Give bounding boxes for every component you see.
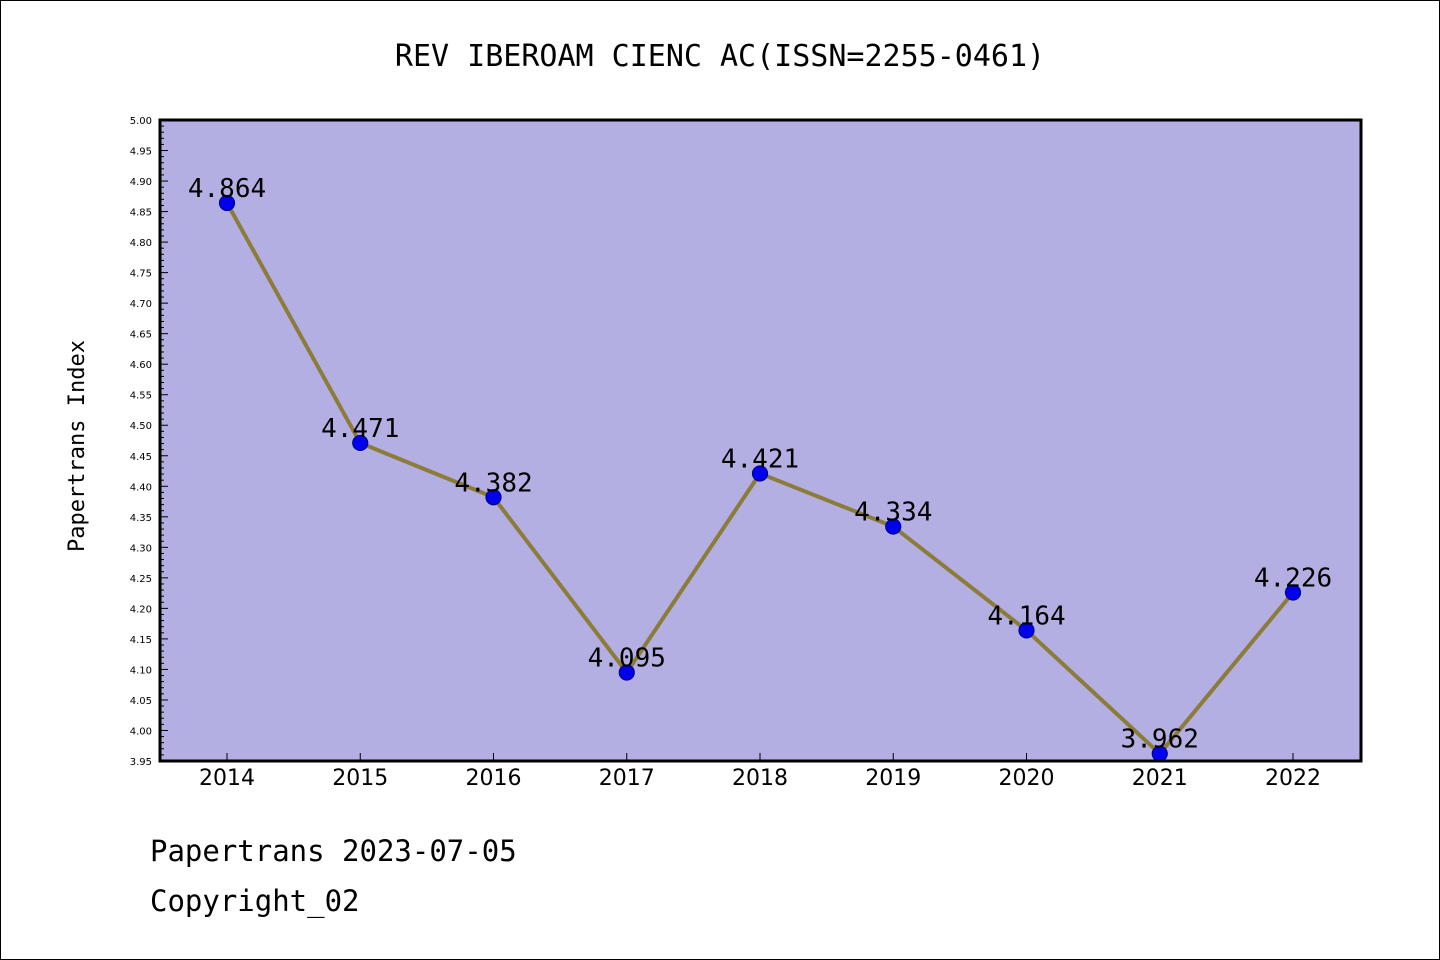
data-point-2014 (218, 194, 236, 212)
y-tick-label: 4.00 (130, 726, 152, 737)
data-point-2022 (1284, 584, 1302, 601)
y-tick-label: 4.20 (130, 604, 152, 615)
y-tick-label: 4.05 (130, 696, 152, 707)
y-tick-label: 3.95 (130, 757, 152, 768)
y-tick-label: 4.25 (130, 574, 152, 585)
y-tick-label: 4.30 (130, 543, 152, 554)
y-tick-label: 4.55 (130, 391, 152, 402)
x-tick-label: 2017 (599, 766, 655, 791)
data-label-2017: 4.095 (588, 643, 666, 673)
y-tick-label: 4.65 (130, 330, 152, 341)
y-tick-label: 4.85 (130, 208, 152, 219)
y-tick-label: 4.50 (130, 421, 152, 432)
x-tick-label: 2018 (732, 766, 788, 791)
x-axis: 2014 2015 2016 2017 2018 2019 2020 2021 2022 (199, 753, 1321, 791)
plot-border (158, 118, 1363, 763)
y-axis-label: Papertrans Index (65, 340, 90, 552)
x-tick-label: 2015 (332, 766, 388, 791)
y-tick-label: 4.70 (130, 299, 152, 310)
x-tick-label: 2021 (1132, 766, 1188, 791)
y-tick-label: 4.90 (130, 177, 152, 188)
y-tick-label: 4.10 (130, 665, 152, 676)
x-tick-label: 2016 (466, 766, 522, 791)
y-tick-label: 4.15 (130, 635, 152, 646)
y-tick-label: 4.95 (130, 147, 152, 158)
y-tick-label: 4.80 (130, 238, 152, 249)
data-label-2022: 4.226 (1254, 564, 1332, 594)
x-tick-label: 2020 (999, 766, 1055, 791)
data-point-2017 (618, 664, 635, 681)
data-point-2016 (485, 489, 502, 506)
data-label-2018: 4.421 (721, 444, 799, 474)
data-label-2020: 4.164 (987, 601, 1065, 631)
data-points (218, 194, 1302, 762)
data-label-2015: 4.471 (321, 414, 399, 444)
y-tick-label: 5.00 (130, 116, 152, 127)
data-point-2020 (1018, 622, 1035, 639)
y-tick-label: 4.40 (130, 482, 152, 493)
y-tick-label: 4.75 (130, 269, 152, 280)
y-tick-label: 4.35 (130, 513, 152, 524)
x-tick-label: 2014 (199, 766, 255, 791)
data-point-2019 (885, 518, 902, 535)
x-tick-label: 2019 (865, 766, 921, 791)
x-tick-label: 2022 (1265, 766, 1321, 791)
y-axis: 3.95 4.00 4.05 4.10 4.15 4.20 4.25 4.30 4.35 4.40… (130, 116, 168, 768)
data-point-2018 (751, 465, 769, 482)
chart-title: REV IBEROAM CIENC AC(ISSN=2255-0461) (395, 39, 1045, 74)
data-labels: 4.864 4.471 4.382 4.095 4.421 4.334 4.164 3.962… (188, 174, 1332, 755)
y-tick-label: 4.60 (130, 360, 152, 371)
data-point-2015 (352, 434, 369, 452)
y-tick-label: 4.45 (130, 452, 152, 463)
data-label-2021: 3.962 (1121, 725, 1199, 755)
data-label-2019: 4.334 (854, 498, 932, 528)
data-label-2014: 4.864 (188, 174, 266, 204)
data-label-2016: 4.382 (454, 468, 532, 498)
footer-copyright: Copyright_02 (150, 884, 360, 918)
footer-date: Papertrans 2023-07-05 (150, 834, 517, 868)
